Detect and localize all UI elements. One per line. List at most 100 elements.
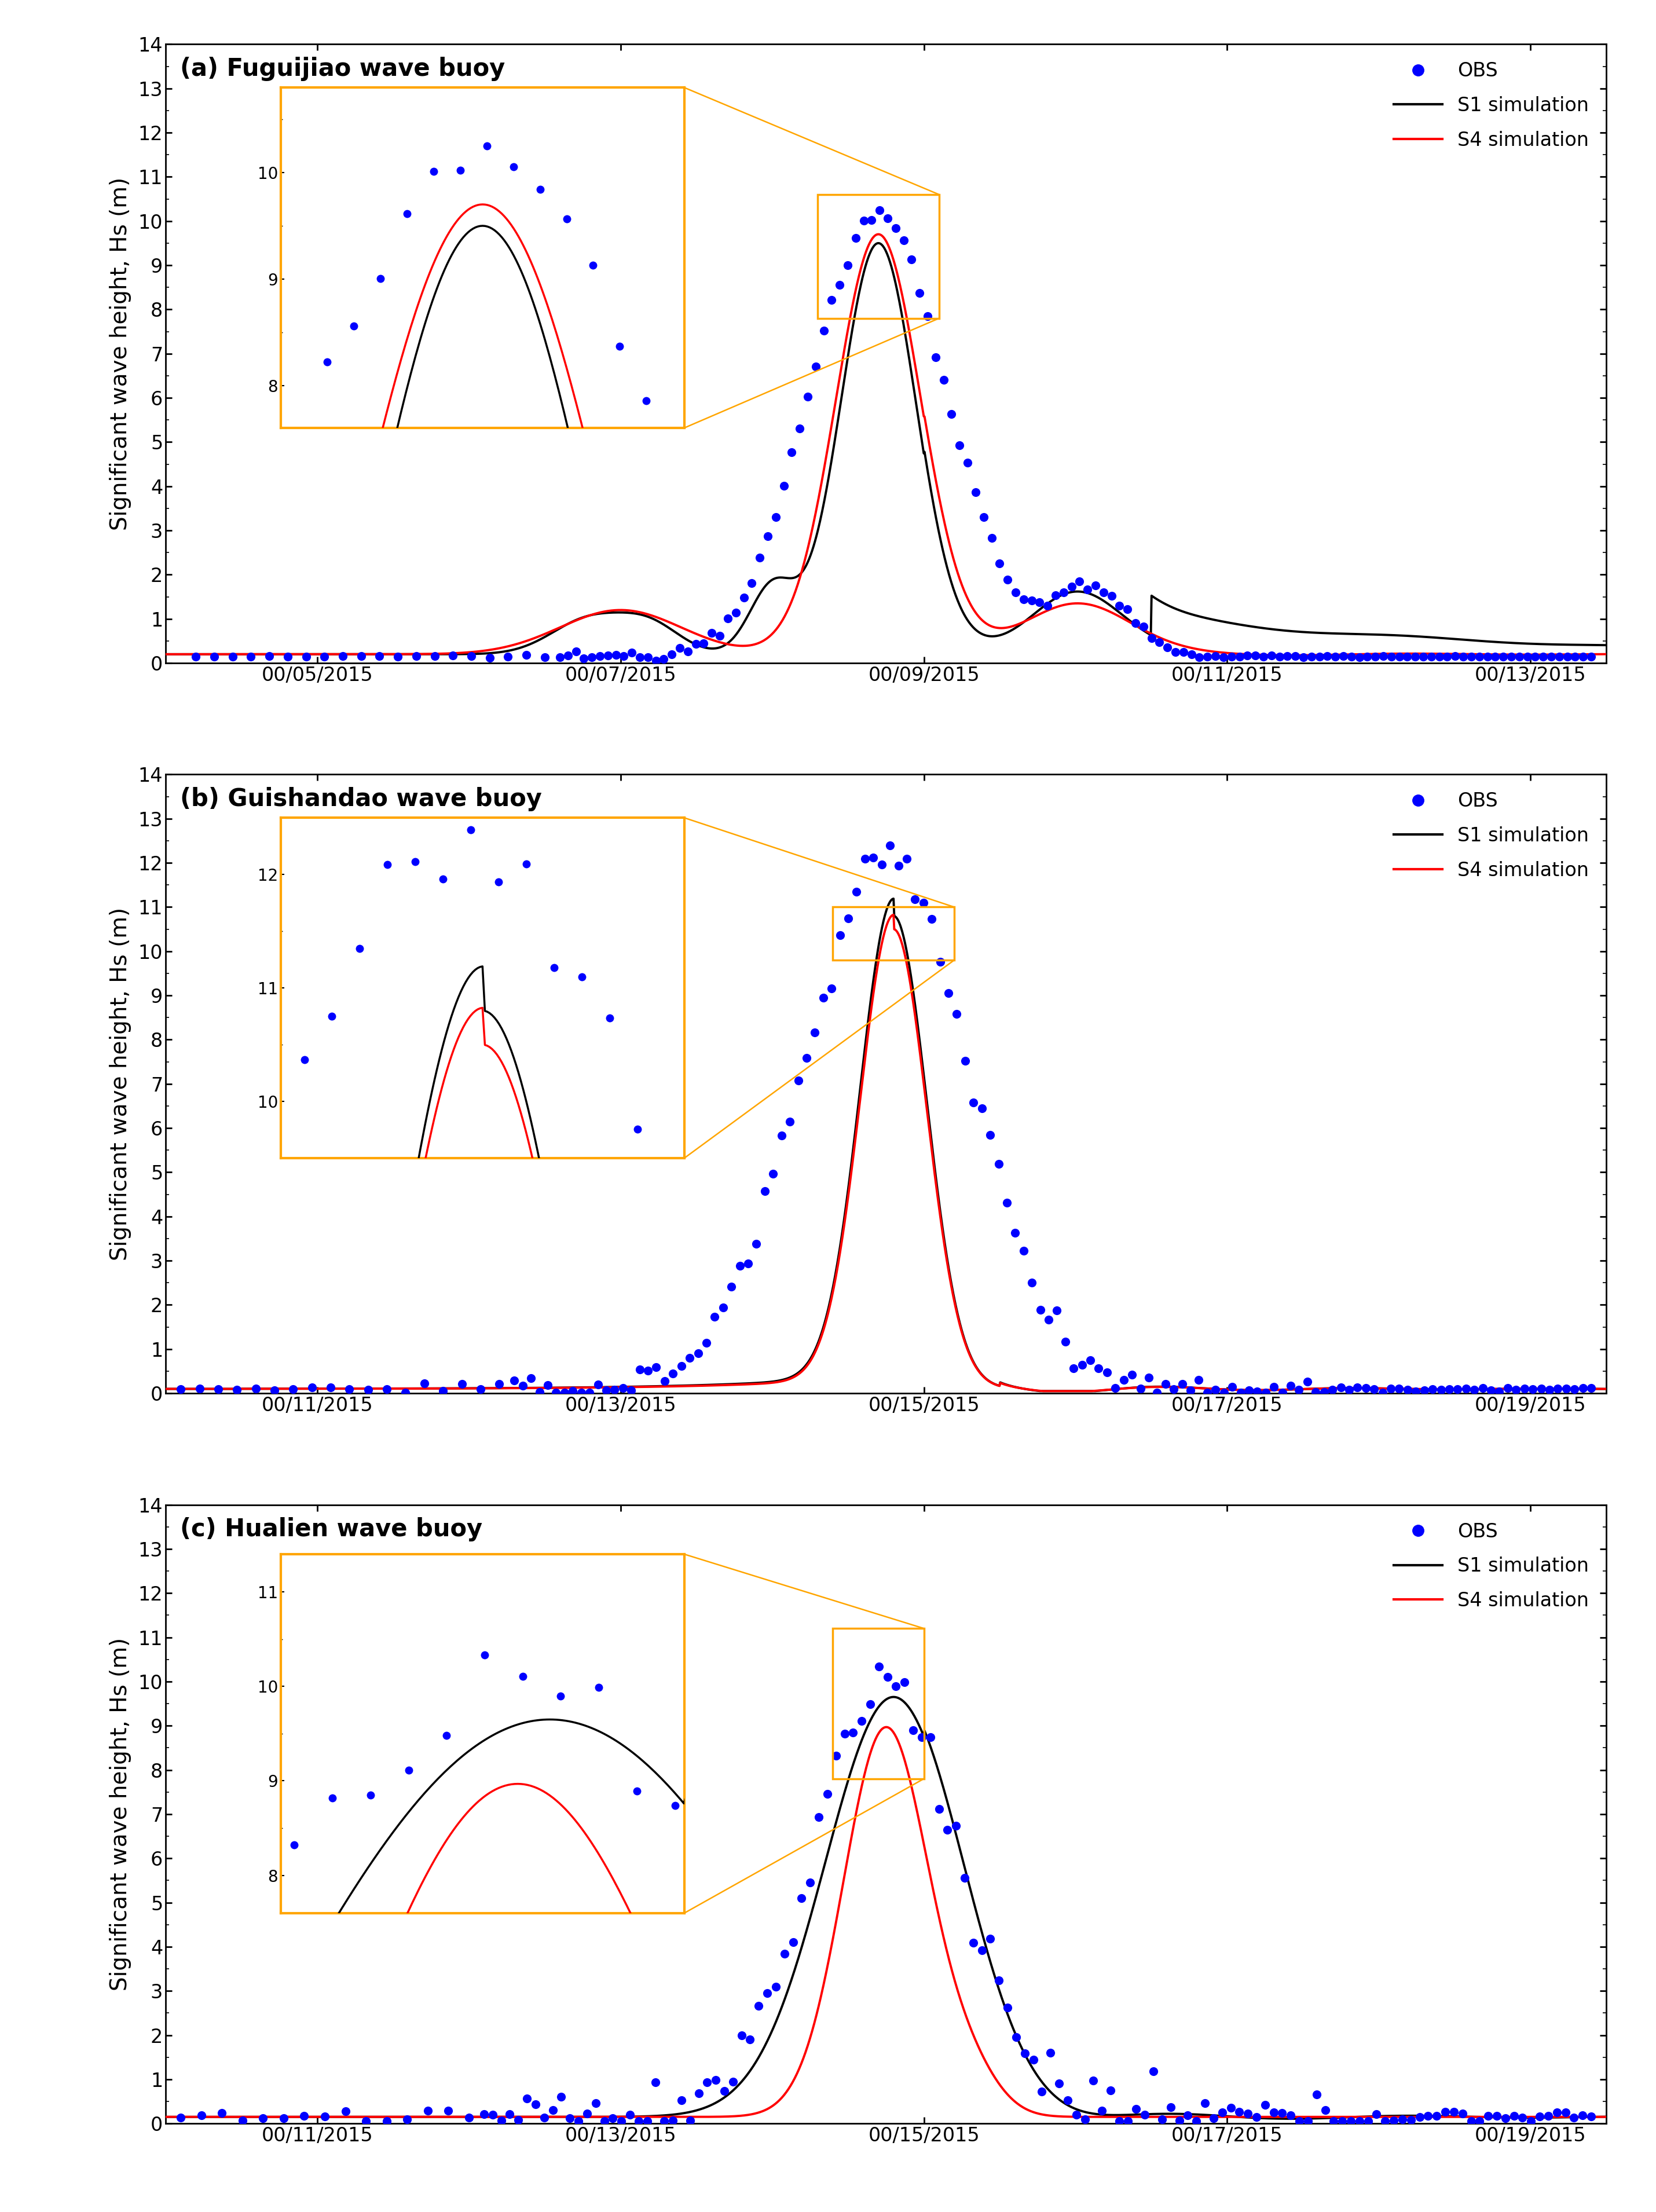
- Point: [470, 2097, 497, 2132]
- Point: [595, 637, 621, 672]
- Point: [250, 2099, 277, 2135]
- Text: (c) Hualien wave buoy: (c) Hualien wave buoy: [181, 1517, 482, 1542]
- Point: [1182, 2104, 1209, 2139]
- Point: [994, 562, 1020, 597]
- Point: [1509, 2099, 1535, 2135]
- Point: [659, 2104, 686, 2139]
- Point: [643, 644, 669, 679]
- Point: [513, 637, 540, 672]
- Point: [952, 1044, 979, 1079]
- Point: [1346, 639, 1373, 675]
- Point: [883, 210, 909, 246]
- Point: [1307, 639, 1333, 675]
- Point: [760, 1157, 787, 1192]
- Legend: OBS, S1 simulation, S4 simulation: OBS, S1 simulation, S4 simulation: [1386, 53, 1596, 157]
- Point: [752, 1175, 778, 1210]
- Point: [353, 2104, 379, 2139]
- Point: [1177, 1374, 1204, 1409]
- Point: [280, 1371, 306, 1407]
- Point: [651, 641, 677, 677]
- Point: [894, 841, 921, 876]
- Point: [826, 268, 853, 303]
- Point: [411, 1365, 437, 1400]
- Point: [1338, 2104, 1365, 2139]
- Point: [578, 639, 604, 675]
- Point: [686, 1336, 712, 1371]
- Point: [1242, 637, 1268, 672]
- Point: [772, 1935, 798, 1971]
- Point: [291, 2097, 318, 2132]
- Point: [840, 1714, 866, 1750]
- Point: [659, 1356, 686, 1391]
- Point: [944, 995, 970, 1031]
- Point: [755, 518, 782, 553]
- Point: [1346, 2104, 1373, 2139]
- Point: [532, 639, 558, 675]
- Point: [682, 626, 709, 661]
- Point: [1260, 1369, 1287, 1405]
- Point: [1194, 639, 1220, 675]
- Point: [626, 1352, 652, 1387]
- Point: [1225, 2095, 1252, 2130]
- Point: [651, 2104, 677, 2139]
- Point: [1194, 1374, 1220, 1409]
- Point: [1424, 2097, 1451, 2132]
- Point: [626, 2104, 652, 2139]
- Point: [699, 615, 725, 650]
- Point: [1043, 1294, 1070, 1329]
- Point: [1500, 2097, 1527, 2132]
- Point: [436, 2093, 462, 2128]
- Point: [744, 1225, 770, 1261]
- Point: [402, 639, 429, 675]
- Point: [1002, 1214, 1028, 1250]
- Point: [1361, 1371, 1388, 1407]
- Point: [795, 378, 821, 414]
- Point: [659, 637, 686, 672]
- Point: [739, 566, 765, 602]
- Point: [1570, 1371, 1596, 1407]
- Bar: [818, 195, 939, 319]
- Point: [1154, 630, 1181, 666]
- Point: [1169, 1367, 1196, 1402]
- Legend: OBS, S1 simulation, S4 simulation: OBS, S1 simulation, S4 simulation: [1386, 783, 1596, 887]
- Point: [926, 1792, 952, 1827]
- Point: [691, 626, 717, 661]
- Point: [1386, 639, 1413, 675]
- Point: [394, 2101, 421, 2137]
- Point: [1268, 2095, 1295, 2130]
- Point: [1131, 2097, 1158, 2132]
- Point: [1076, 1343, 1103, 1378]
- Point: [527, 1374, 553, 1409]
- Point: [374, 1371, 401, 1407]
- Bar: [833, 1628, 924, 1778]
- Point: [1530, 639, 1557, 675]
- Point: [1315, 639, 1341, 675]
- Point: [960, 1924, 987, 1960]
- Point: [1336, 1371, 1363, 1407]
- Point: [392, 1374, 419, 1409]
- Point: [1466, 2104, 1492, 2139]
- Point: [1452, 1371, 1479, 1407]
- Point: [676, 1340, 702, 1376]
- Point: [1303, 2077, 1330, 2112]
- Point: [1560, 2099, 1586, 2135]
- Point: [1035, 588, 1061, 624]
- Point: [793, 1040, 820, 1075]
- Point: [1578, 639, 1605, 675]
- Point: [843, 874, 869, 909]
- Point: [505, 2101, 532, 2137]
- Point: [883, 1668, 909, 1703]
- Point: [1063, 2097, 1090, 2132]
- Point: [348, 639, 374, 675]
- Point: [667, 630, 694, 666]
- Point: [906, 276, 932, 312]
- Point: [826, 918, 853, 953]
- Point: [568, 1374, 595, 1409]
- Point: [891, 1663, 917, 1699]
- Point: [575, 2095, 601, 2130]
- Point: [1047, 2066, 1073, 2101]
- Point: [1209, 2095, 1235, 2130]
- Point: [1378, 1371, 1404, 1407]
- Point: [257, 639, 283, 675]
- Text: (a) Fuguijiao wave buoy: (a) Fuguijiao wave buoy: [181, 58, 505, 82]
